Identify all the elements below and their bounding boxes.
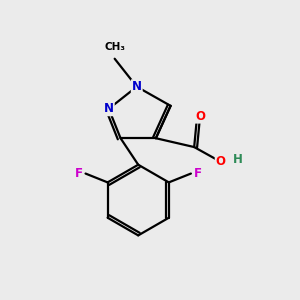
Text: H: H — [232, 153, 242, 166]
Text: O: O — [195, 110, 205, 123]
Text: N: N — [104, 102, 114, 115]
Text: O: O — [216, 155, 226, 168]
Text: N: N — [132, 80, 142, 93]
Text: CH₃: CH₃ — [104, 42, 125, 52]
Text: F: F — [194, 167, 201, 180]
Text: F: F — [75, 167, 83, 180]
